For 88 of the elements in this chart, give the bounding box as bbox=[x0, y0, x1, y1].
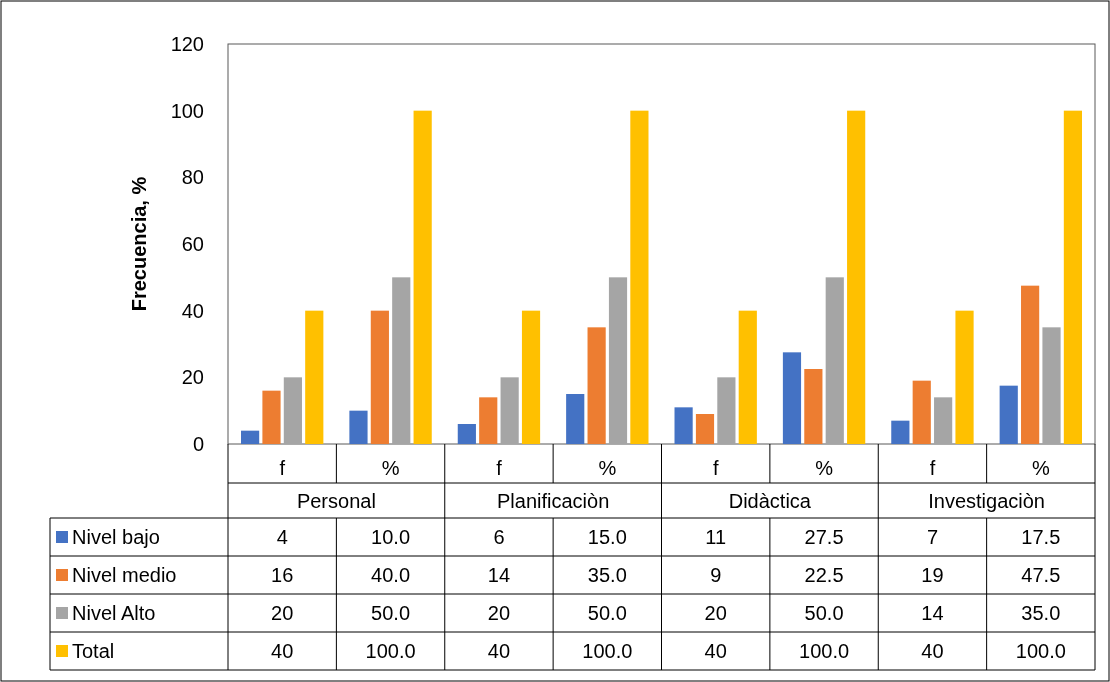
data-label: 100.0 bbox=[582, 640, 633, 662]
data-label: 11 bbox=[705, 526, 727, 548]
x-tick-label: % bbox=[1031, 456, 1050, 479]
data-label: 50.0 bbox=[804, 602, 844, 624]
bar bbox=[955, 310, 974, 444]
data-label: 16 bbox=[271, 564, 294, 586]
bar bbox=[283, 377, 302, 444]
bar bbox=[674, 407, 693, 444]
bar bbox=[825, 277, 844, 444]
data-label: 15.0 bbox=[587, 526, 627, 548]
bar bbox=[587, 327, 606, 444]
y-axis-title: Frecuencia, % bbox=[128, 176, 150, 312]
data-label: 20 bbox=[487, 602, 511, 624]
data-label: 100.0 bbox=[799, 640, 850, 662]
bar bbox=[847, 110, 866, 444]
bar bbox=[500, 377, 519, 444]
data-label: 9 bbox=[710, 564, 722, 586]
bar bbox=[392, 277, 411, 444]
data-label: 40.0 bbox=[371, 564, 411, 586]
x-tick-label: % bbox=[815, 456, 834, 479]
data-label: 22.5 bbox=[804, 564, 844, 586]
bar bbox=[349, 410, 368, 444]
text: Didàctica bbox=[728, 489, 812, 512]
bar bbox=[934, 397, 953, 444]
x-tick-label: % bbox=[381, 456, 400, 479]
data-label: 35.0 bbox=[1021, 602, 1061, 624]
text: Personal bbox=[296, 489, 376, 512]
data-label: 14 bbox=[487, 564, 511, 586]
bar bbox=[630, 110, 649, 444]
bar bbox=[695, 414, 715, 444]
bar bbox=[479, 397, 498, 444]
bar bbox=[370, 310, 389, 444]
bar bbox=[912, 380, 931, 444]
y-tick-label: 0 bbox=[192, 433, 204, 455]
data-label: 14 bbox=[921, 602, 944, 624]
data-label: 4 bbox=[276, 526, 288, 548]
data-label: 40 bbox=[704, 640, 727, 662]
bar bbox=[521, 310, 541, 444]
data-label: 100.0 bbox=[1015, 640, 1066, 662]
y-tick-label: 20 bbox=[181, 366, 204, 389]
data-label: 20 bbox=[704, 602, 727, 624]
bar bbox=[1063, 110, 1082, 444]
data-label: 6 bbox=[493, 526, 505, 548]
y-tick-label: 60 bbox=[181, 233, 204, 255]
data-label: 20 bbox=[271, 602, 294, 624]
bar bbox=[782, 352, 802, 444]
bar bbox=[1021, 285, 1040, 444]
data-label: 10.0 bbox=[371, 526, 411, 548]
legend-label: Nivel bajo bbox=[72, 526, 160, 548]
bar bbox=[999, 385, 1018, 444]
data-label: 19 bbox=[921, 564, 944, 586]
x-tick-label: f bbox=[929, 456, 936, 479]
data-label: 17.5 bbox=[1021, 526, 1061, 548]
x-tick-label: f bbox=[496, 456, 503, 479]
data-label: 50.0 bbox=[587, 602, 627, 624]
legend-label: Nivel Alto bbox=[72, 602, 156, 624]
bar bbox=[413, 110, 432, 444]
data-label: 40 bbox=[487, 640, 511, 662]
data-label: 35.0 bbox=[587, 564, 627, 586]
y-tick-label: 100 bbox=[170, 99, 204, 122]
bar bbox=[1042, 327, 1061, 444]
legend-label: Total bbox=[72, 640, 115, 662]
data-label: 50.0 bbox=[371, 602, 411, 624]
x-tick-label: f bbox=[712, 456, 719, 479]
data-label: 47.5 bbox=[1021, 564, 1061, 586]
bar bbox=[804, 369, 823, 444]
legend-label: Nivel medio bbox=[72, 564, 177, 586]
bar bbox=[608, 277, 628, 444]
bar bbox=[891, 420, 910, 444]
text: Planificaciòn bbox=[496, 489, 610, 512]
bar bbox=[717, 377, 736, 444]
bar bbox=[241, 430, 260, 444]
x-tick-label: % bbox=[598, 456, 617, 479]
bar bbox=[305, 310, 324, 444]
x-tick-label: f bbox=[279, 456, 286, 479]
data-label: 40 bbox=[921, 640, 944, 662]
bar bbox=[457, 424, 476, 444]
data-label: 7 bbox=[926, 526, 938, 548]
y-tick-label: 120 bbox=[170, 33, 204, 55]
bar bbox=[262, 390, 281, 444]
text: Investigaciòn bbox=[928, 489, 1045, 512]
y-tick-label: 80 bbox=[181, 166, 204, 189]
bar bbox=[566, 394, 585, 444]
y-tick-label: 40 bbox=[181, 299, 204, 322]
data-label: 40 bbox=[271, 640, 294, 662]
data-label: 100.0 bbox=[365, 640, 416, 662]
data-label: 27.5 bbox=[804, 526, 844, 548]
bar bbox=[738, 310, 757, 444]
